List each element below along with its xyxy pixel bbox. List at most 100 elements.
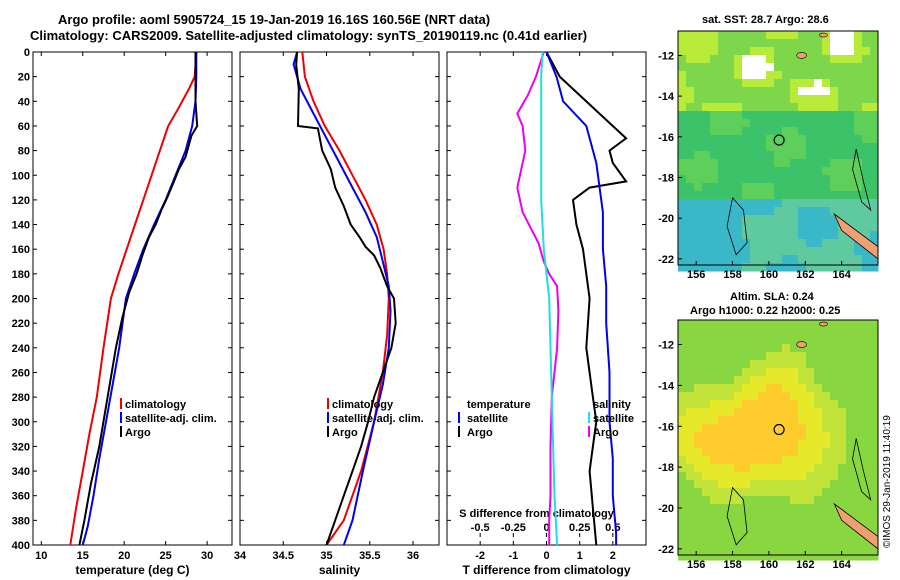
sst-map-cell [846, 95, 855, 104]
sla-map-cell [798, 400, 807, 409]
sla-map-cell [710, 512, 719, 521]
sla-map-cell [806, 352, 815, 361]
sst-map-cell [726, 191, 735, 200]
sla-map-cell [790, 472, 799, 481]
sst-map-cell [790, 103, 799, 112]
sst-map-cell [798, 111, 807, 120]
sla-map-cell [694, 416, 703, 425]
sla-map-cell [734, 432, 743, 441]
sla-map-cell [774, 536, 783, 545]
sst-map-cell [782, 207, 791, 216]
sla-map-cell [718, 480, 727, 489]
difference-xtick-label: 2 [610, 550, 616, 562]
sst-map-cell [734, 127, 743, 136]
sst-map-cell [694, 127, 703, 136]
sst-map-cell [774, 199, 783, 208]
sst-map-cell [846, 175, 855, 184]
sst-map-cell [822, 87, 831, 96]
sla-map-cell [678, 464, 687, 473]
sla-map-cell [694, 536, 703, 545]
sst-map-cell [734, 63, 743, 72]
sla-map-cell [854, 432, 863, 441]
sla-map-cell [710, 336, 719, 345]
sla-map-cell [814, 384, 823, 393]
sla-map-cell [830, 416, 839, 425]
sst-map-cell [822, 55, 831, 64]
sla-map-cell [806, 432, 815, 441]
sla-map-cell [686, 520, 695, 529]
sla-map-cell [678, 400, 687, 409]
sla-map-cell [758, 528, 767, 537]
sst-map-cell [758, 135, 767, 144]
sst-map-cell [862, 55, 871, 64]
sla-map-cell [694, 328, 703, 337]
sla-map-cell [750, 392, 759, 401]
sst-map-cell [758, 207, 767, 216]
sst-map-cell [758, 95, 767, 104]
sla-map-cell [814, 392, 823, 401]
sst-map-cell [862, 127, 871, 136]
sla-map-cell [710, 400, 719, 409]
sst-map-cell [854, 135, 863, 144]
sst-map-cell [694, 215, 703, 224]
sst-map-cell [774, 151, 783, 160]
sla-map-cell [766, 344, 775, 353]
sst-map-cell [830, 119, 839, 128]
sla-map-cell [790, 344, 799, 353]
sst-map-cell [718, 79, 727, 88]
sla-map-cell [678, 480, 687, 489]
sst-map-cell [854, 63, 863, 72]
sla-map-cell [774, 400, 783, 409]
sst-map-cell [862, 87, 871, 96]
sla-map-cell [758, 480, 767, 489]
sla-map-cell [766, 512, 775, 521]
depth-tick-label: 320 [12, 441, 30, 453]
sla-map-cell [798, 440, 807, 449]
sla-map-cell [686, 424, 695, 433]
sla-map-cell [710, 368, 719, 377]
sst-map-cell [726, 223, 735, 232]
sla-map-cell [694, 544, 703, 553]
sla-map-ytick-label: -12 [658, 340, 674, 352]
sst-map-cell [830, 215, 839, 224]
sst-map-cell [766, 199, 775, 208]
sla-map-cell [782, 320, 791, 329]
sst-map-cell [734, 263, 743, 272]
sst-map-cell [790, 255, 799, 264]
temperature-series-argo [78, 52, 199, 546]
sst-map-cell [758, 79, 767, 88]
sst-map-cell [686, 223, 695, 232]
sst-map-cell [694, 175, 703, 184]
sst-map-cell [718, 103, 727, 112]
sst-map-cell [686, 263, 695, 272]
sla-map-cell [862, 416, 871, 425]
sst-map-cell [710, 263, 719, 272]
sla-map-cell [742, 512, 751, 521]
sla-map-cell [750, 544, 759, 553]
sla-map-cell [758, 456, 767, 465]
sst-map-cell [854, 39, 863, 48]
sst-map-cell [782, 39, 791, 48]
sla-map-cell [846, 544, 855, 553]
sla-map-cell [766, 488, 775, 497]
island [819, 32, 828, 38]
sst-map-cell [694, 239, 703, 248]
sla-map-cell [718, 512, 727, 521]
sst-map-cell [838, 127, 847, 136]
sla-map-cell [814, 528, 823, 537]
sst-map-cell [846, 119, 855, 128]
sla-map-cell [814, 544, 823, 553]
sst-map-cell [750, 39, 759, 48]
sst-map-cell [814, 55, 823, 64]
sla-map-cell [694, 400, 703, 409]
sst-map-cell [702, 231, 711, 240]
sst-map-cell [854, 183, 863, 192]
sla-map-cell [742, 376, 751, 385]
sst-map-cell [726, 263, 735, 272]
sst-map-cell [854, 143, 863, 152]
sla-map-cell [862, 408, 871, 417]
sla-map-cell [694, 432, 703, 441]
sst-map-cell [806, 207, 815, 216]
sst-map-cell [702, 87, 711, 96]
sst-map-cell [702, 247, 711, 256]
